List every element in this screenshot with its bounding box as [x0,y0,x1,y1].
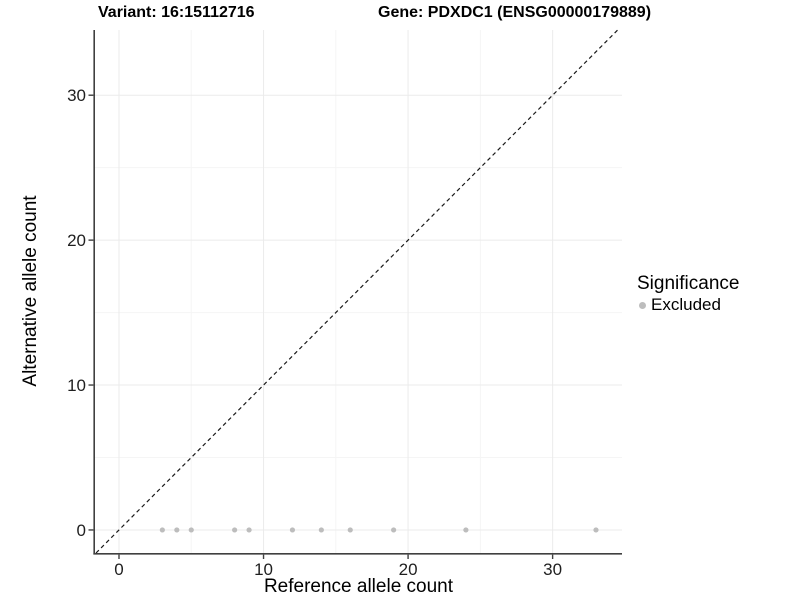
data-point [174,527,180,533]
data-point [246,527,252,533]
data-point [391,527,397,533]
y-tick-label: 10 [67,376,86,395]
data-point [188,527,194,533]
legend-title: Significance [637,273,740,294]
x-tick-label: 10 [254,560,273,579]
data-point [593,527,599,533]
data-point [463,527,469,533]
x-tick-label: 0 [114,560,123,579]
legend-item-label: Excluded [651,295,721,314]
y-tick-label: 20 [67,231,86,250]
y-tick-label: 30 [67,86,86,105]
identity-dashed-line [95,29,619,554]
y-axis-title: Alternative allele count [20,195,41,387]
data-point [232,527,238,533]
data-point [289,527,296,533]
legend: Significance Excluded [637,273,739,315]
y-tick-label: 0 [77,521,86,540]
x-axis-title: Reference allele count [263,576,454,597]
data-point [347,527,353,533]
excluded-point-swatch-icon [639,301,646,309]
data-point [159,527,165,533]
x-tick-label: 20 [399,560,418,579]
data-point [318,527,324,533]
x-tick-label: 30 [543,560,562,579]
variant-title: Variant: 16:15112716 [98,4,255,21]
gene-title: Gene: PDXDC1 (ENSG00000179889) [378,4,652,21]
legend-item-excluded: Excluded [639,295,739,315]
